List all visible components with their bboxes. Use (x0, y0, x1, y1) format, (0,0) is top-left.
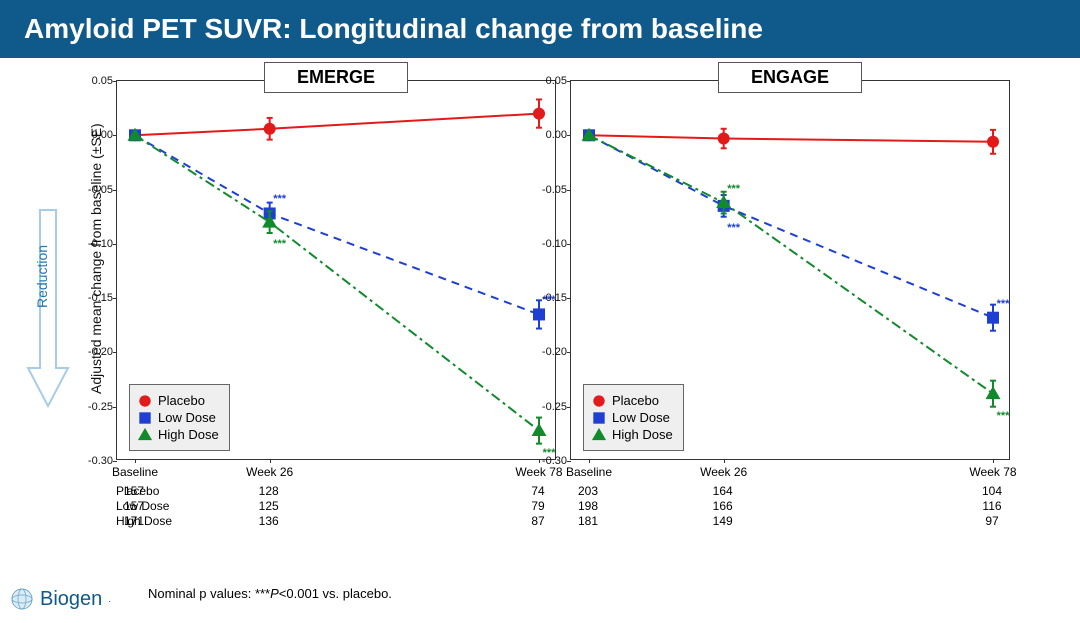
legend-item: High Dose (592, 427, 673, 442)
significance-marker: *** (273, 193, 286, 205)
legend: Placebo Low Dose High Dose (583, 384, 684, 451)
biogen-logo: Biogen. (10, 587, 111, 611)
count-cell: 87 (531, 514, 544, 528)
count-cell: 97 (985, 514, 998, 528)
count-cell: 157 (124, 499, 144, 513)
count-cell: 171 (124, 514, 144, 528)
count-cell: 164 (713, 484, 733, 498)
reduction-arrow-icon (26, 208, 70, 408)
charts-row: EMERGE0.050.00-0.05-0.10-0.15-0.20-0.25-… (116, 66, 1060, 460)
legend-item: Low Dose (592, 410, 673, 425)
legend: Placebo Low Dose High Dose (129, 384, 230, 451)
slide-title-bar: Amyloid PET SUVR: Longitudinal change fr… (0, 0, 1080, 58)
panel-title: ENGAGE (718, 62, 862, 93)
count-cell: 166 (713, 499, 733, 513)
globe-icon (10, 587, 34, 611)
count-cell: 79 (531, 499, 544, 513)
count-cell: 116 (982, 499, 1001, 513)
count-cell: 198 (578, 499, 598, 513)
count-cell: 181 (578, 514, 598, 528)
footnote: Nominal p values: ***P<0.001 vs. placebo… (148, 586, 392, 601)
count-cell: 74 (531, 484, 544, 498)
count-cell: 125 (259, 499, 279, 513)
count-cell: 203 (578, 484, 598, 498)
plot-area: 0.050.00-0.05-0.10-0.15-0.20-0.25-0.30Ba… (116, 80, 556, 460)
count-cell: 128 (259, 484, 279, 498)
counts-table: PlaceboLow DoseHigh Dose1571287415712579… (116, 484, 1060, 532)
logo-text: Biogen (40, 588, 102, 611)
count-cell: 136 (259, 514, 279, 528)
slide-title: Amyloid PET SUVR: Longitudinal change fr… (24, 13, 763, 45)
count-cell: 149 (713, 514, 733, 528)
significance-marker: *** (273, 238, 286, 250)
count-cell: 104 (982, 484, 1002, 498)
content-area: Reduction Adjusted mean change from base… (0, 58, 1080, 536)
significance-marker: *** (997, 410, 1010, 422)
significance-marker: *** (727, 183, 740, 195)
significance-marker: *** (727, 222, 740, 234)
legend-item: High Dose (138, 427, 219, 442)
plot-area: 0.050.00-0.05-0.10-0.15-0.20-0.25-0.30Ba… (570, 80, 1010, 460)
legend-item: Placebo (138, 393, 219, 408)
chart-panel-engage: ENGAGE0.050.00-0.05-0.10-0.15-0.20-0.25-… (570, 66, 1010, 460)
chart-panel-emerge: EMERGE0.050.00-0.05-0.10-0.15-0.20-0.25-… (116, 66, 556, 460)
panel-title: EMERGE (264, 62, 408, 93)
significance-marker: *** (997, 298, 1010, 310)
legend-item: Low Dose (138, 410, 219, 425)
legend-item: Placebo (592, 393, 673, 408)
count-cell: 157 (124, 484, 144, 498)
reduction-label: Reduction (34, 245, 50, 308)
